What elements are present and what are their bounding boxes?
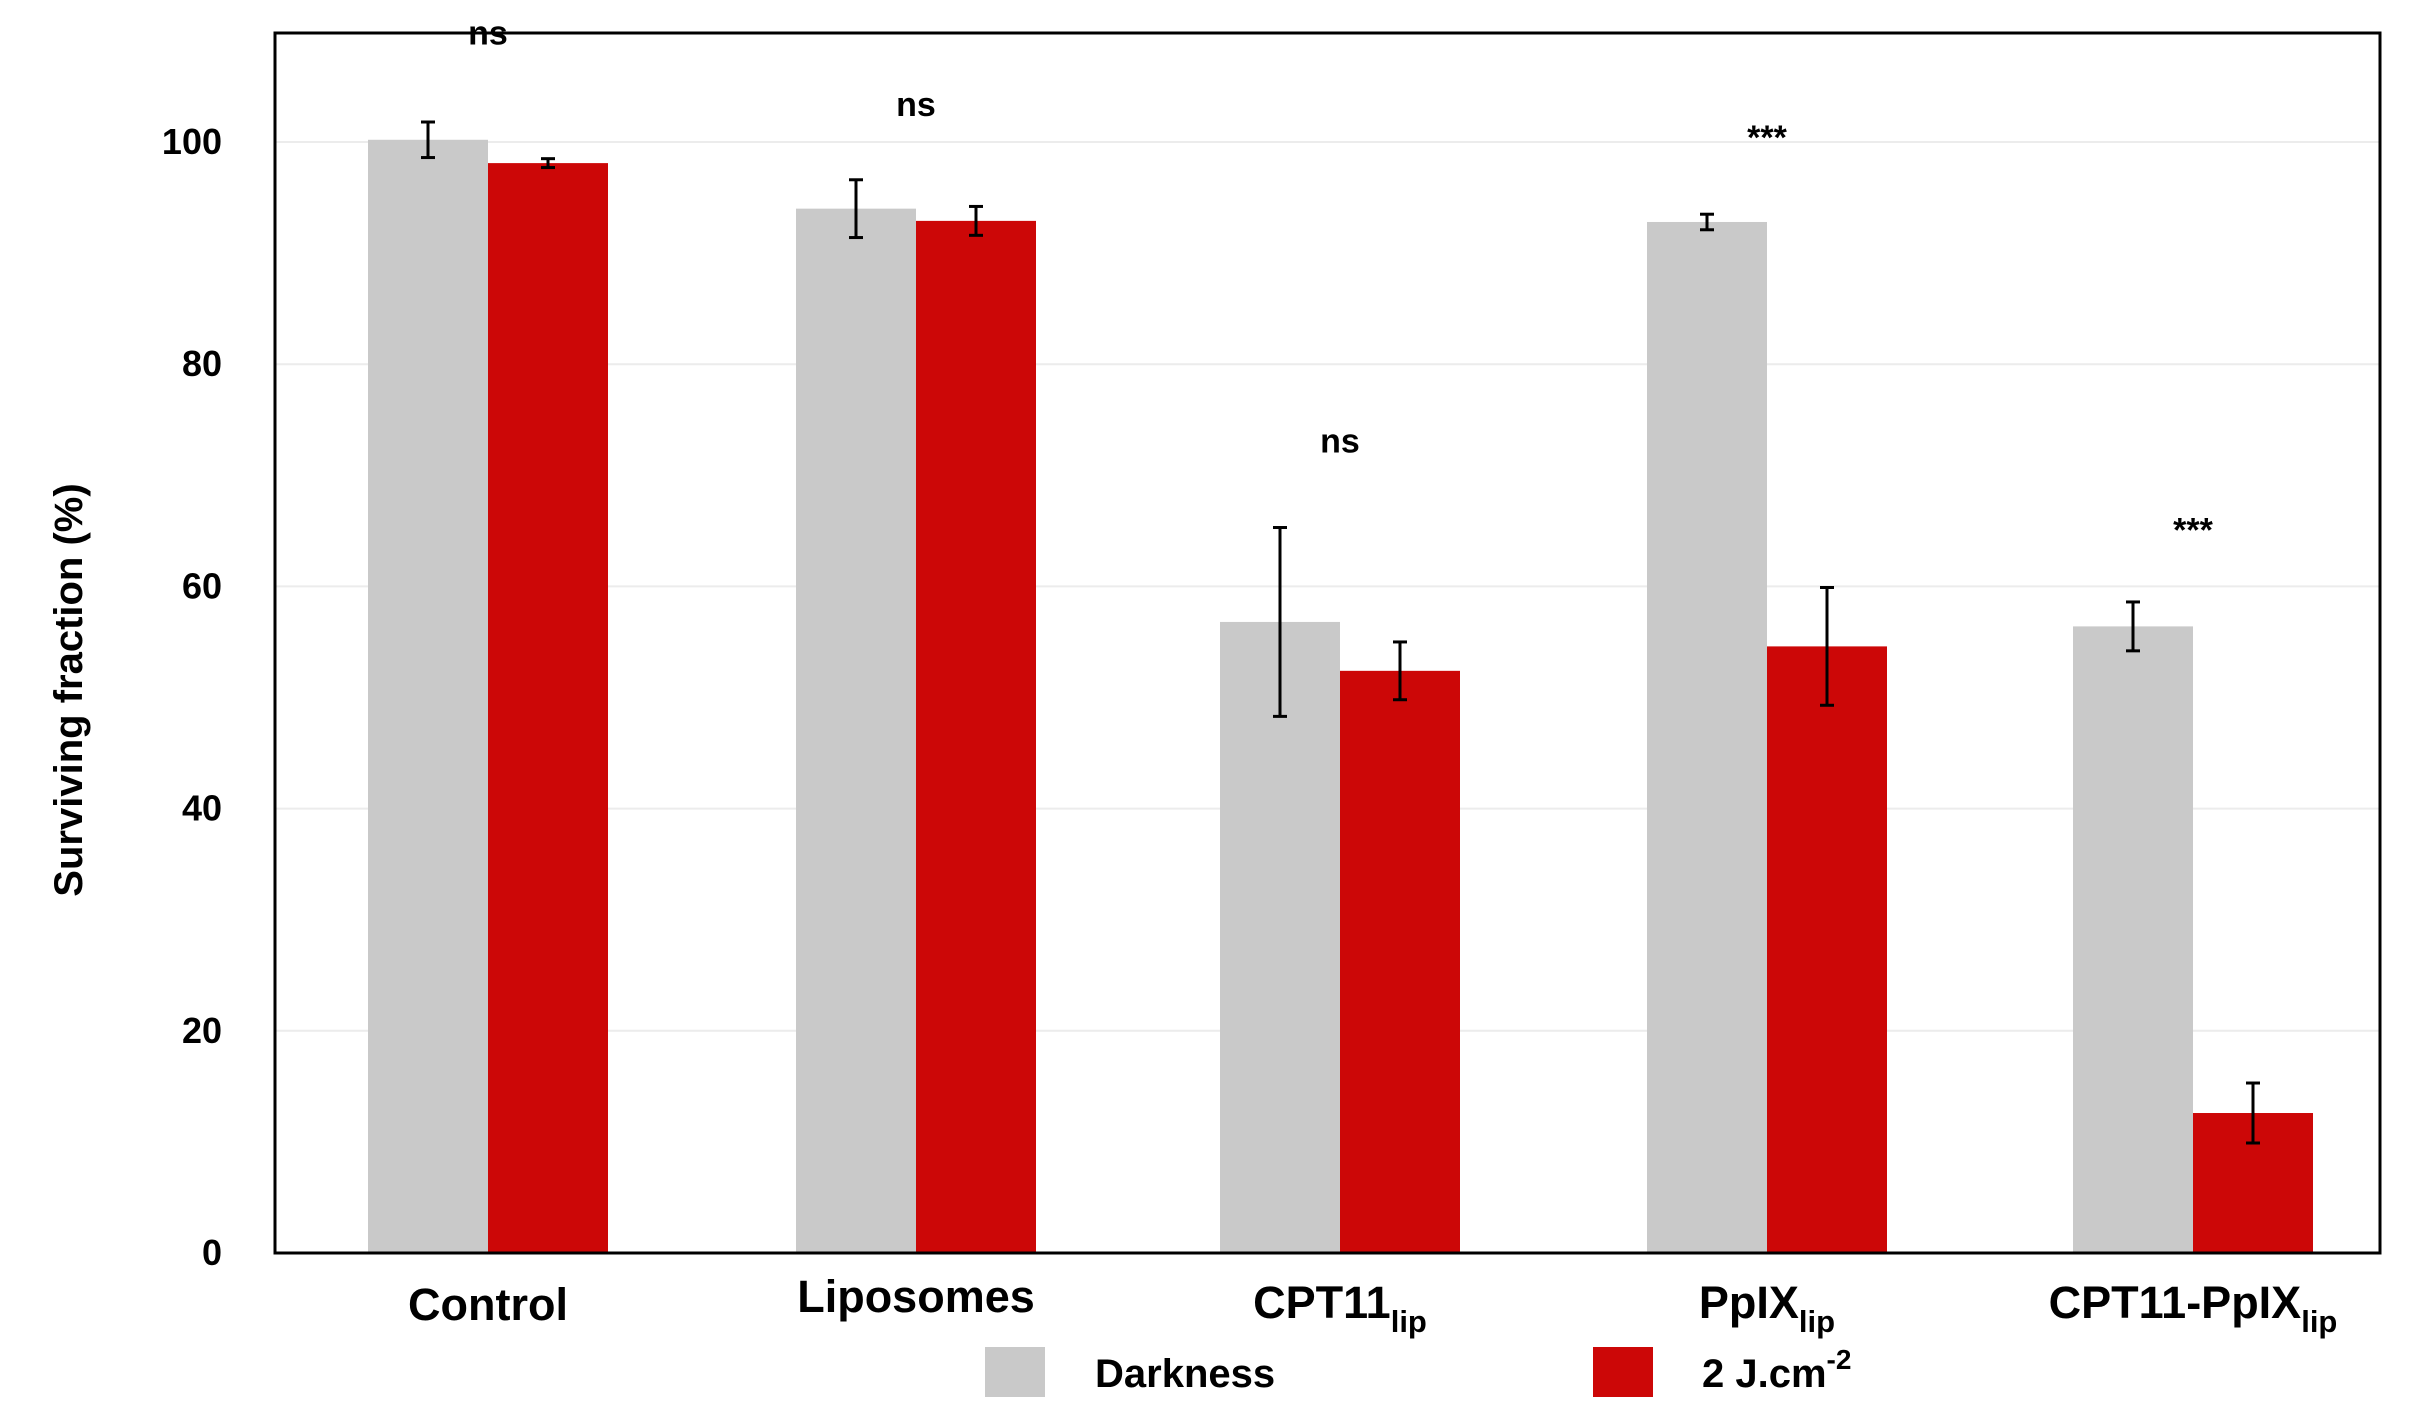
bar-2-j-cm-1 bbox=[916, 220, 1036, 1254]
legend-label-text: 2 J.cm bbox=[1702, 1352, 1827, 1396]
significance-label: ns bbox=[1320, 422, 1360, 460]
bar-2-j-cm-2 bbox=[1340, 670, 1460, 1253]
error-bar bbox=[1820, 586, 1834, 707]
bars bbox=[368, 139, 2313, 1254]
significance-label: *** bbox=[1747, 119, 1787, 157]
error-bar bbox=[1393, 640, 1407, 702]
legend-label-superscript: -2 bbox=[1827, 1344, 1852, 1375]
bar-darkness-1 bbox=[796, 208, 916, 1253]
error-bar bbox=[1273, 526, 1287, 718]
significance-label: *** bbox=[2173, 511, 2213, 549]
y-tick-label: 80 bbox=[182, 343, 222, 384]
bar-darkness-2 bbox=[1220, 621, 1340, 1253]
y-tick-label: 0 bbox=[202, 1232, 222, 1273]
y-axis-ticks: 0 20 40 60 80 100 bbox=[162, 121, 222, 1273]
category-subscript: lip bbox=[1799, 1304, 1835, 1339]
x-category-label: Liposomes bbox=[797, 1271, 1035, 1322]
plot-frame bbox=[273, 31, 2382, 1255]
legend: Darkness 2 J.cm-2 bbox=[985, 1344, 1851, 1397]
y-tick-label: 20 bbox=[182, 1010, 222, 1051]
x-category-label: CPT11-PpIXlip bbox=[2049, 1277, 2338, 1339]
category-main-text: Liposomes bbox=[797, 1271, 1035, 1322]
error-bar bbox=[2126, 600, 2140, 653]
legend-label-light-dose: 2 J.cm-2 bbox=[1702, 1344, 1851, 1396]
category-main-text: Control bbox=[408, 1279, 568, 1330]
bar-2-j-cm-0 bbox=[488, 163, 608, 1253]
bar-darkness-4 bbox=[2073, 626, 2193, 1253]
bar-darkness-0 bbox=[368, 139, 488, 1254]
bar-2-j-cm-3 bbox=[1767, 646, 1887, 1253]
x-category-label: Control bbox=[408, 1279, 568, 1330]
error-bar bbox=[849, 178, 863, 240]
legend-label-darkness: Darkness bbox=[1095, 1352, 1275, 1396]
error-bar bbox=[2246, 1081, 2260, 1145]
category-main-text: PpIX bbox=[1699, 1277, 1799, 1328]
error-bar bbox=[969, 204, 983, 237]
error-bar bbox=[541, 157, 555, 170]
y-axis-label: Surviving fraction (%) bbox=[47, 483, 91, 896]
x-category-label: PpIXlip bbox=[1699, 1277, 1835, 1339]
legend-swatch-darkness bbox=[985, 1347, 1045, 1397]
error-bar bbox=[421, 120, 435, 160]
x-category-label: CPT11lip bbox=[1253, 1277, 1427, 1339]
y-tick-label: 60 bbox=[182, 565, 222, 606]
legend-swatch-light-dose bbox=[1593, 1347, 1653, 1397]
category-subscript: lip bbox=[2301, 1304, 2337, 1339]
category-main-text: CPT11 bbox=[1253, 1277, 1391, 1328]
error-bar bbox=[1700, 212, 1714, 232]
category-main-text: CPT11-PpIX bbox=[2049, 1277, 2302, 1328]
bar-darkness-3 bbox=[1647, 221, 1767, 1254]
error-bars bbox=[421, 120, 2260, 1145]
significance-annotations: ns ns ns *** *** bbox=[468, 15, 2213, 550]
y-tick-label: 100 bbox=[162, 121, 222, 162]
category-subscript: lip bbox=[1391, 1304, 1427, 1339]
significance-label: ns bbox=[468, 15, 508, 53]
grid-lines bbox=[275, 141, 2380, 1032]
x-axis-categories: Control Liposomes CPT11lip PpIXlip CPT11-PpI… bbox=[408, 1271, 2337, 1339]
y-tick-label: 40 bbox=[182, 788, 222, 829]
significance-label: ns bbox=[896, 86, 936, 124]
